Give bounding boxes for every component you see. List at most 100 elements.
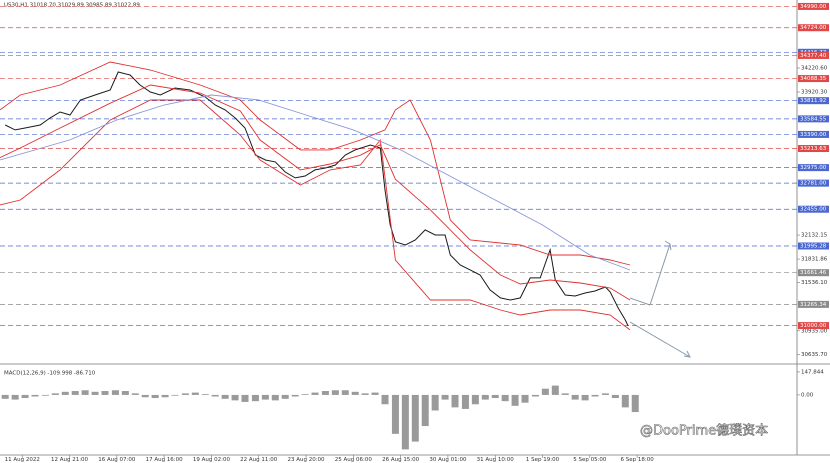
histogram-bar bbox=[331, 390, 339, 395]
watermark: @DooPrime德璞资本 bbox=[640, 424, 768, 439]
x-tick-label: 17 Aug 16:00 bbox=[146, 457, 184, 463]
level-label-box bbox=[798, 115, 829, 123]
x-tick-label: 1 Sep 19:00 bbox=[526, 457, 560, 463]
projection-arrow bbox=[629, 297, 651, 306]
chart-title: US30,H1 31018.70 31029.89 30985.89 31022… bbox=[4, 3, 140, 9]
histogram-bar bbox=[51, 393, 59, 395]
histogram-bar bbox=[371, 392, 379, 395]
x-tick-label: 22 Aug 11:00 bbox=[240, 457, 278, 463]
histogram-bar bbox=[541, 388, 549, 395]
level-label: 32455.00 bbox=[800, 207, 827, 213]
x-tick-label: 25 Aug 06:00 bbox=[335, 457, 373, 463]
level-label-box bbox=[798, 24, 829, 32]
x-tick-label: 5 Sep 05:00 bbox=[573, 457, 607, 463]
x-tick-label: 16 Aug 07:00 bbox=[98, 457, 136, 463]
macd-title: MACD(12,26,9) -109.998 -86.710 bbox=[4, 371, 96, 377]
histogram-bar bbox=[271, 394, 279, 401]
x-tick-label: 30 Aug 01:00 bbox=[429, 457, 467, 463]
histogram-bar bbox=[461, 394, 469, 409]
histogram-bar bbox=[211, 394, 219, 397]
histogram-bar bbox=[401, 394, 409, 450]
histogram-bar bbox=[241, 394, 249, 402]
series-line bbox=[0, 94, 631, 271]
projection-arrow bbox=[629, 321, 691, 358]
level-label-box bbox=[798, 2, 829, 10]
series-line bbox=[4, 71, 629, 327]
histogram-bar bbox=[161, 394, 169, 398]
histogram-bar bbox=[351, 391, 359, 395]
projection-arrow bbox=[649, 243, 671, 306]
level-label: 34990.00 bbox=[800, 4, 827, 10]
histogram-bar bbox=[261, 394, 269, 400]
histogram-bar bbox=[381, 394, 389, 405]
level-label-box bbox=[798, 130, 829, 138]
histogram-bar bbox=[361, 393, 369, 395]
arrow-head bbox=[664, 240, 672, 251]
level-label: 33390.00 bbox=[800, 132, 827, 138]
histogram-bar bbox=[91, 391, 99, 395]
histogram-bar bbox=[101, 391, 109, 395]
histogram-bar bbox=[431, 394, 439, 411]
histogram-bar bbox=[291, 394, 299, 397]
level-label-box bbox=[798, 269, 829, 277]
level-label-box bbox=[798, 145, 829, 153]
histogram-bar bbox=[251, 394, 259, 402]
histogram-bar bbox=[111, 390, 119, 395]
arrow-head bbox=[683, 350, 691, 358]
histogram-bar bbox=[21, 394, 29, 399]
y-tick-label: 31831.86 bbox=[801, 257, 828, 263]
level-label-box bbox=[798, 75, 829, 83]
series-line bbox=[0, 99, 631, 331]
histogram-bar bbox=[71, 391, 79, 395]
level-label-box bbox=[798, 205, 829, 213]
series-line bbox=[0, 61, 631, 266]
histogram-bar bbox=[31, 394, 39, 397]
x-tick-label: 11 Aug 2022 bbox=[5, 457, 40, 463]
series-line bbox=[0, 84, 631, 301]
histogram-bar bbox=[551, 385, 559, 395]
level-label: 32781.00 bbox=[800, 181, 827, 187]
level-label: 32975.00 bbox=[800, 165, 827, 171]
histogram-bar bbox=[391, 394, 399, 434]
histogram-bar bbox=[611, 394, 619, 399]
level-label: 31995.28 bbox=[800, 243, 827, 249]
y-tick-label: 0.00 bbox=[801, 392, 814, 398]
histogram-bar bbox=[41, 394, 49, 396]
y-tick-label: 32132.15 bbox=[801, 233, 828, 239]
level-label: 33584.55 bbox=[800, 116, 827, 122]
histogram-bar bbox=[421, 394, 429, 427]
y-tick-label: 34220.60 bbox=[801, 65, 828, 71]
histogram-bar bbox=[631, 394, 639, 413]
level-label: 31265.34 bbox=[800, 302, 827, 308]
histogram-bar bbox=[81, 390, 89, 395]
histogram-bar bbox=[471, 394, 479, 405]
histogram-bar bbox=[621, 394, 629, 408]
histogram-bar bbox=[61, 391, 69, 395]
y-tick-label: 31536.10 bbox=[801, 280, 828, 286]
level-label-box bbox=[798, 97, 829, 105]
x-tick-label: 23 Aug 20:00 bbox=[287, 457, 325, 463]
level-label: 31661.46 bbox=[800, 270, 827, 276]
histogram-bar bbox=[521, 394, 529, 403]
level-label-box bbox=[798, 322, 829, 330]
histogram-bar bbox=[231, 394, 239, 401]
histogram-bar bbox=[501, 394, 509, 402]
histogram-bar bbox=[591, 394, 599, 397]
histogram-bar bbox=[321, 391, 329, 395]
histogram-bar bbox=[181, 393, 189, 395]
level-label: 31000.00 bbox=[800, 323, 827, 329]
histogram-bar bbox=[531, 394, 539, 397]
x-tick-label: 31 Aug 10:00 bbox=[477, 457, 515, 463]
level-label-box bbox=[798, 179, 829, 187]
histogram-bar bbox=[11, 394, 19, 400]
histogram-bar bbox=[571, 394, 579, 400]
histogram-bar bbox=[141, 394, 149, 398]
y-tick-label: 30635.70 bbox=[801, 352, 828, 358]
level-label: 34724.00 bbox=[800, 25, 827, 31]
level-label: 34377.40 bbox=[800, 53, 827, 59]
histogram-bar bbox=[121, 391, 129, 395]
histogram-bar bbox=[411, 394, 419, 442]
histogram-bar bbox=[561, 393, 569, 395]
level-label-box bbox=[798, 300, 829, 308]
